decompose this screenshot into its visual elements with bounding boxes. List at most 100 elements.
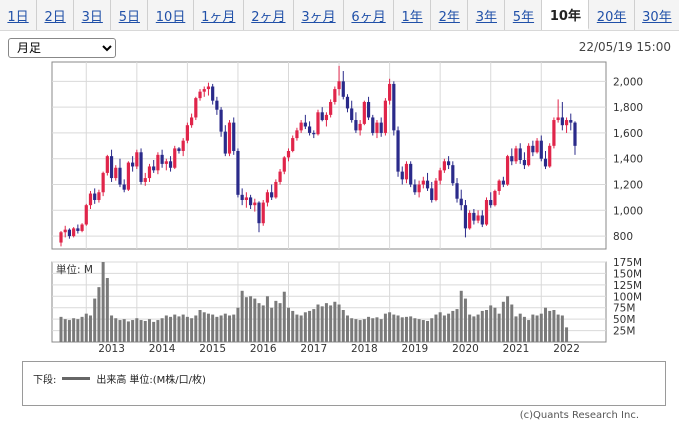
- volume-bar: [240, 290, 244, 342]
- year-tick-label: 2018: [351, 343, 378, 355]
- tab-15[interactable]: 30年: [634, 0, 679, 30]
- candle-body: [552, 120, 556, 146]
- candle-body: [468, 212, 472, 229]
- volume-bar: [160, 318, 164, 342]
- volume-bar: [291, 310, 295, 342]
- volume-bar: [198, 310, 202, 342]
- tab-5[interactable]: 1ヶ月: [193, 0, 244, 30]
- candle-body: [438, 170, 442, 181]
- candle-body: [198, 91, 202, 99]
- tab-7[interactable]: 3ヶ月: [293, 0, 345, 30]
- candle-body: [76, 228, 80, 231]
- candle-body: [409, 163, 413, 185]
- candle-body: [160, 154, 164, 164]
- volume-bar: [76, 319, 80, 342]
- volume-bar: [181, 314, 185, 342]
- legend-box: 下段: 出来高 単位:(M株/口/枚): [22, 361, 666, 406]
- candle-body: [312, 132, 316, 135]
- tab-0[interactable]: 1日: [0, 0, 38, 30]
- year-tick-label: 2020: [452, 343, 479, 355]
- candle-body: [303, 122, 307, 127]
- candle-body: [531, 145, 535, 153]
- candle-body: [480, 215, 484, 225]
- legend: 下段: 出来高 単位:(M株/口/枚): [33, 371, 206, 386]
- candle-body: [425, 180, 430, 189]
- volume-bar: [236, 307, 240, 342]
- volume-bar: [337, 304, 341, 342]
- volume-tick-label: 100M: [613, 291, 642, 303]
- volume-bar: [324, 303, 328, 342]
- year-tick-label: 2019: [402, 343, 429, 355]
- candle-body: [366, 101, 371, 118]
- volume-bar: [535, 315, 539, 342]
- tab-10[interactable]: 2年: [431, 0, 469, 30]
- tab-13[interactable]: 10年: [542, 0, 590, 30]
- volume-bar: [295, 314, 299, 342]
- tab-4[interactable]: 10日: [148, 0, 194, 30]
- volume-bar: [476, 314, 480, 342]
- year-tick-label: 2014: [149, 343, 176, 355]
- candle-body: [240, 194, 244, 200]
- candle-body: [126, 162, 131, 190]
- candle-body: [476, 215, 480, 221]
- tab-11[interactable]: 3年: [468, 0, 506, 30]
- volume-bar: [118, 320, 122, 342]
- volume-bar: [341, 310, 345, 342]
- year-tick-label: 2021: [503, 343, 530, 355]
- volume-bar: [506, 296, 510, 342]
- tab-1[interactable]: 2日: [37, 0, 75, 30]
- candle-body: [392, 83, 396, 131]
- candle-body: [97, 192, 101, 200]
- candle-body: [514, 148, 518, 162]
- candle-body: [135, 152, 139, 167]
- candle-body: [282, 157, 286, 172]
- candle-body: [84, 205, 88, 225]
- volume-bar: [455, 309, 459, 342]
- tab-14[interactable]: 20年: [589, 0, 635, 30]
- volume-tick-label: 125M: [613, 280, 642, 292]
- candle-body: [253, 202, 257, 206]
- volume-bar: [177, 316, 181, 342]
- candle-body: [493, 190, 497, 206]
- candle-body: [417, 184, 421, 193]
- volume-bar: [257, 303, 261, 342]
- volume-bar: [485, 310, 489, 342]
- tab-12[interactable]: 5年: [505, 0, 543, 30]
- candle-body: [248, 197, 253, 206]
- tab-8[interactable]: 6ヶ月: [344, 0, 395, 30]
- volume-bar: [278, 303, 282, 342]
- candle-period-select[interactable]: 月足: [8, 38, 116, 58]
- candle-body: [168, 161, 173, 168]
- tab-2[interactable]: 3日: [74, 0, 112, 30]
- price-tick-label: 1,600: [613, 128, 643, 140]
- tab-6[interactable]: 2ヶ月: [243, 0, 294, 30]
- volume-bar: [147, 319, 151, 342]
- volume-bar: [383, 313, 387, 342]
- volume-bar: [409, 316, 413, 342]
- price-tick-label: 800: [613, 231, 633, 243]
- candle-body: [223, 131, 227, 154]
- volume-bar: [472, 316, 476, 342]
- volume-bar: [371, 318, 375, 342]
- tab-3[interactable]: 5日: [111, 0, 149, 30]
- volume-bar: [169, 316, 173, 342]
- volume-tick-label: 150M: [613, 268, 642, 280]
- volume-bar: [489, 305, 493, 342]
- candle-body: [291, 138, 295, 151]
- volume-bar: [261, 305, 265, 342]
- candle-body: [270, 192, 274, 198]
- volume-bar: [249, 296, 253, 342]
- candle-body: [274, 181, 278, 198]
- volume-bar: [345, 315, 349, 342]
- volume-bar: [447, 313, 451, 342]
- candle-body: [202, 89, 206, 92]
- candle-body: [63, 229, 67, 233]
- volume-bar: [459, 290, 463, 342]
- tab-9[interactable]: 1年: [394, 0, 432, 30]
- candle-body: [451, 165, 455, 184]
- price-tick-label: 1,000: [613, 205, 643, 217]
- volume-bar: [501, 301, 505, 342]
- volume-bar: [126, 321, 130, 342]
- candle-body: [497, 180, 501, 191]
- volume-bar: [354, 319, 358, 342]
